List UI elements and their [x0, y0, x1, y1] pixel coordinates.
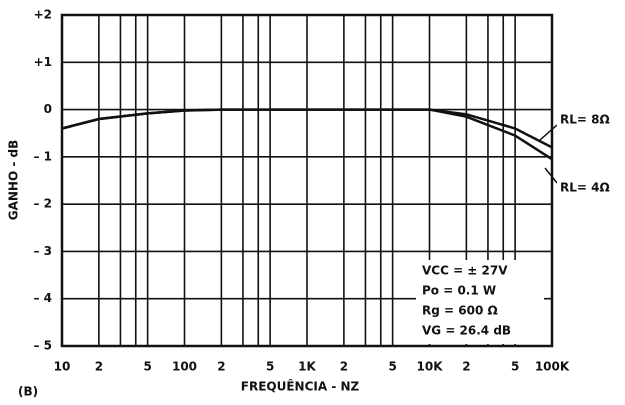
x-tick-label: 2: [95, 360, 103, 374]
x-tick-label: 5: [388, 360, 396, 374]
x-tick-label: 2: [217, 360, 225, 374]
y-tick-label: 0: [44, 102, 52, 116]
x-axis-label: FREQUÊNCIA - NZ: [241, 379, 360, 394]
y-tick-label: – 2: [33, 197, 52, 211]
notes-box: [416, 260, 544, 344]
legend-label: RL= 4Ω: [560, 181, 610, 195]
label-bg: [557, 111, 615, 129]
y-tick-label: – 1: [33, 149, 52, 163]
legend-label: RL= 8Ω: [560, 113, 610, 127]
y-tick-label: +1: [34, 55, 52, 69]
x-tick-label: 10: [54, 360, 71, 374]
note: VCC = ± 27V: [422, 264, 508, 278]
x-tick-label: 5: [266, 360, 274, 374]
note: VG = 26.4 dB: [422, 324, 511, 338]
panel-label: (B): [18, 385, 38, 399]
series-line: [61, 108, 553, 161]
x-tick-label: 5: [511, 360, 519, 374]
label-bg: [557, 179, 615, 197]
x-tick-label: 1K: [298, 360, 316, 374]
y-tick-label: – 4: [33, 291, 52, 305]
y-tick-label: – 3: [33, 244, 52, 258]
x-tick-label: 100K: [535, 360, 570, 374]
x-tick-label: 2: [462, 360, 470, 374]
x-tick-label: 100: [172, 360, 197, 374]
note: Rg = 600 Ω: [422, 304, 498, 318]
leader-line: [539, 124, 558, 141]
x-tick-label: 2: [340, 360, 348, 374]
y-tick-label: – 5: [33, 339, 52, 353]
y-tick-label: +2: [34, 8, 52, 22]
x-tick-label: 5: [143, 360, 151, 374]
plot-frame: [60, 13, 554, 348]
x-tick-label: 10K: [417, 360, 444, 374]
leader-line: [544, 167, 558, 184]
y-axis-label: GANHO - dB: [7, 140, 21, 221]
note: Po = 0.1 W: [422, 284, 496, 298]
